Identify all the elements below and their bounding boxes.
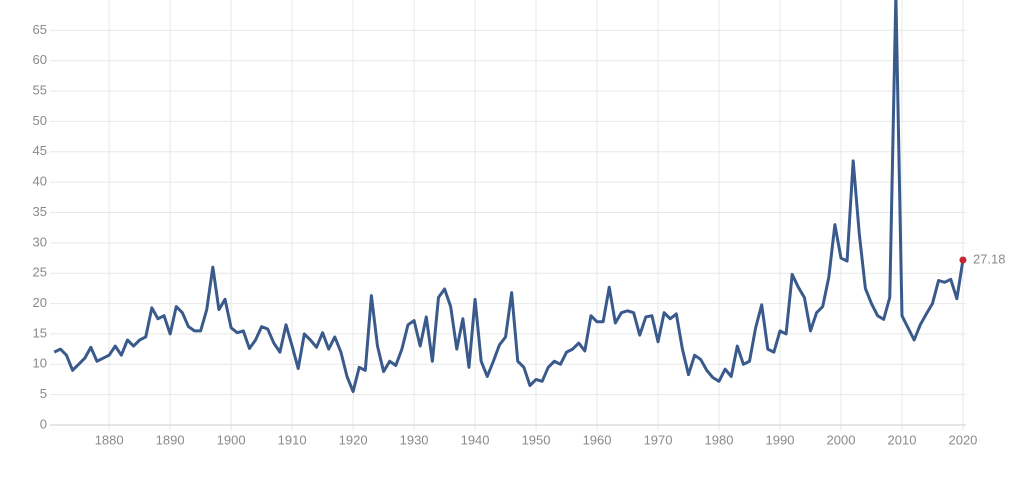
x-tick-label: 1970 [644,432,673,447]
last-value-label: 27.18 [973,251,1006,266]
x-tick-label: 2000 [827,432,856,447]
y-tick-label: 15 [33,325,47,340]
y-tick-label: 65 [33,22,47,37]
x-tick-label: 1900 [217,432,246,447]
x-tick-label: 1920 [339,432,368,447]
last-point [959,256,967,264]
x-tick-label: 1950 [522,432,551,447]
x-tick-label: 1980 [705,432,734,447]
y-tick-label: 5 [40,386,47,401]
y-tick-label: 25 [33,265,47,280]
y-tick-label: 35 [33,204,47,219]
y-tick-label: 40 [33,174,47,189]
x-tick-label: 1910 [278,432,307,447]
x-tick-label: 1890 [156,432,185,447]
x-tick-label: 1990 [766,432,795,447]
y-tick-label: 30 [33,234,47,249]
y-tick-label: 20 [33,295,47,310]
data-line [53,0,965,394]
x-tick-label: 1960 [583,432,612,447]
x-tick-label: 1940 [461,432,490,447]
x-tick-label: 1880 [95,432,124,447]
x-tick-label: 1930 [400,432,429,447]
y-tick-label: 50 [33,113,47,128]
y-tick-label: 10 [33,356,47,371]
y-tick-label: 60 [33,52,47,67]
y-tick-label: 45 [33,143,47,158]
x-tick-label: 2020 [948,432,977,447]
x-tick-label: 2010 [888,432,917,447]
y-tick-label: 55 [33,83,47,98]
y-tick-label: 0 [40,416,47,431]
